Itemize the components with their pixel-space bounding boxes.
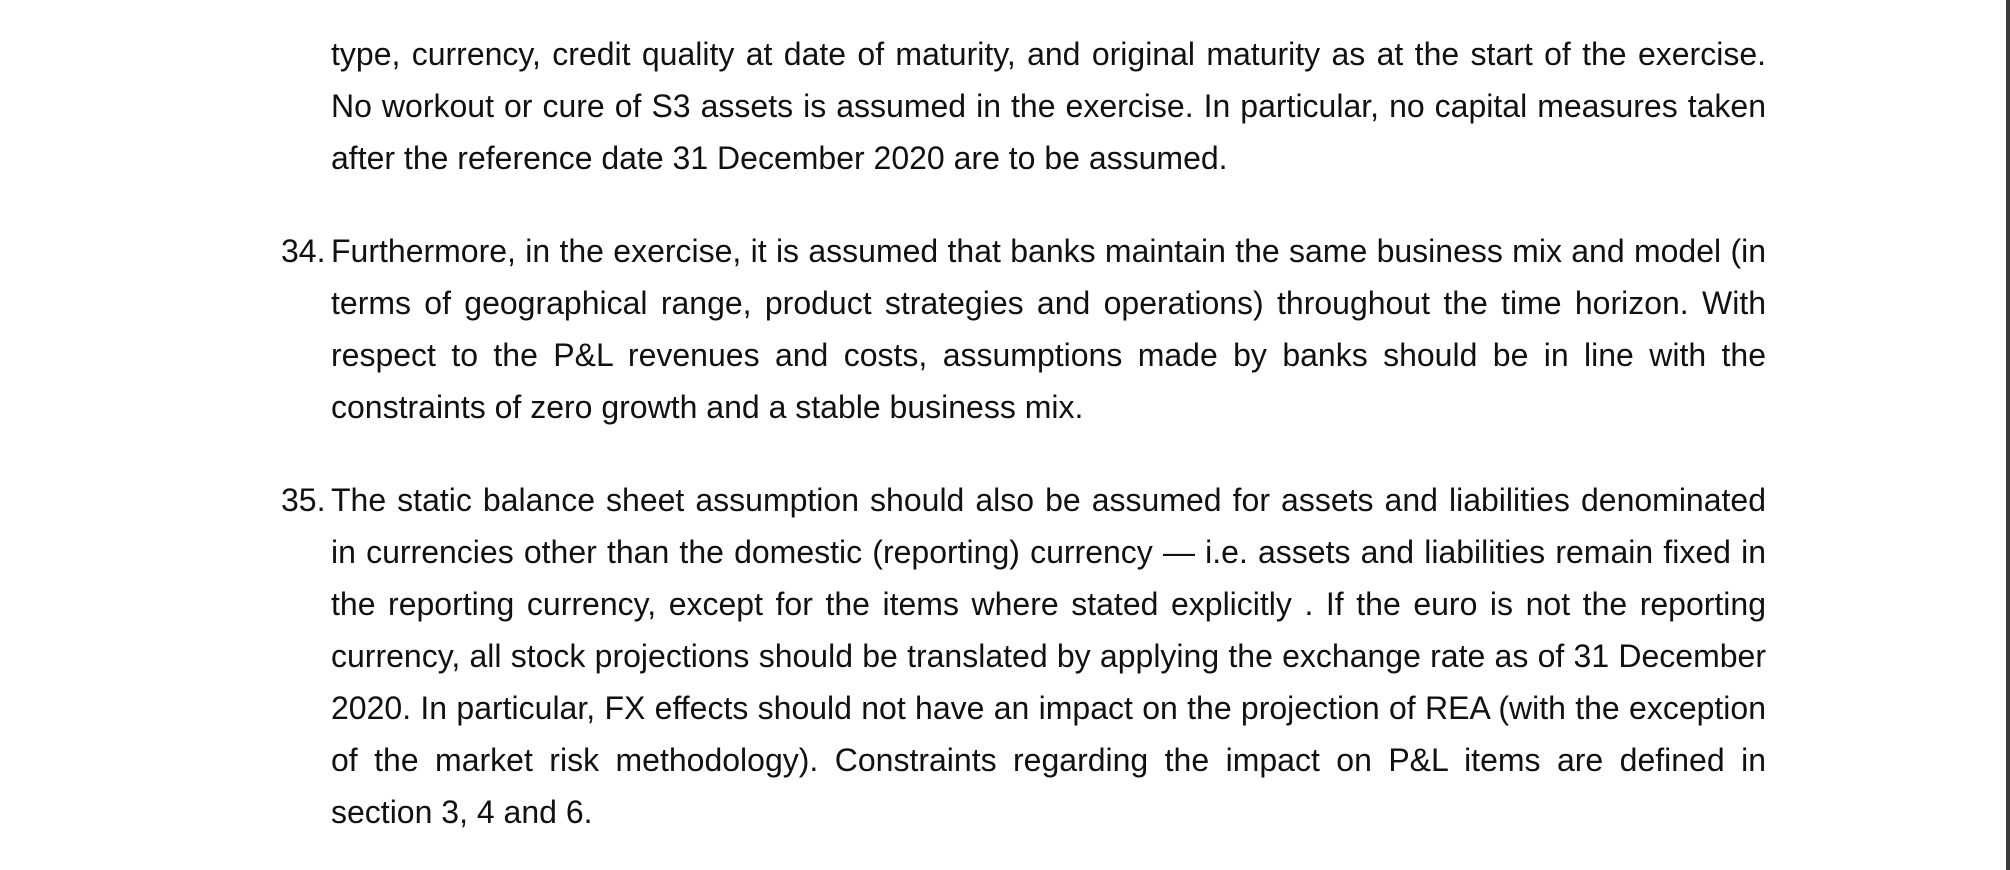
paragraph-text: type, currency, credit quality at date o…: [331, 36, 1766, 176]
paragraph-text: Furthermore, in the exercise, it is assu…: [331, 233, 1766, 425]
paragraph-continuation: type, currency, credit quality at date o…: [331, 28, 1766, 184]
paragraph-number: 34.: [281, 233, 326, 269]
paragraph-34: 34. Furthermore, in the exercise, it is …: [281, 225, 1766, 433]
paragraph-text: The static balance sheet assumption shou…: [331, 482, 1766, 830]
paragraph-number: 35.: [281, 482, 326, 518]
paragraph-35: 35. The static balance sheet assumption …: [281, 474, 1766, 838]
window-edge-divider: [2006, 0, 2010, 870]
